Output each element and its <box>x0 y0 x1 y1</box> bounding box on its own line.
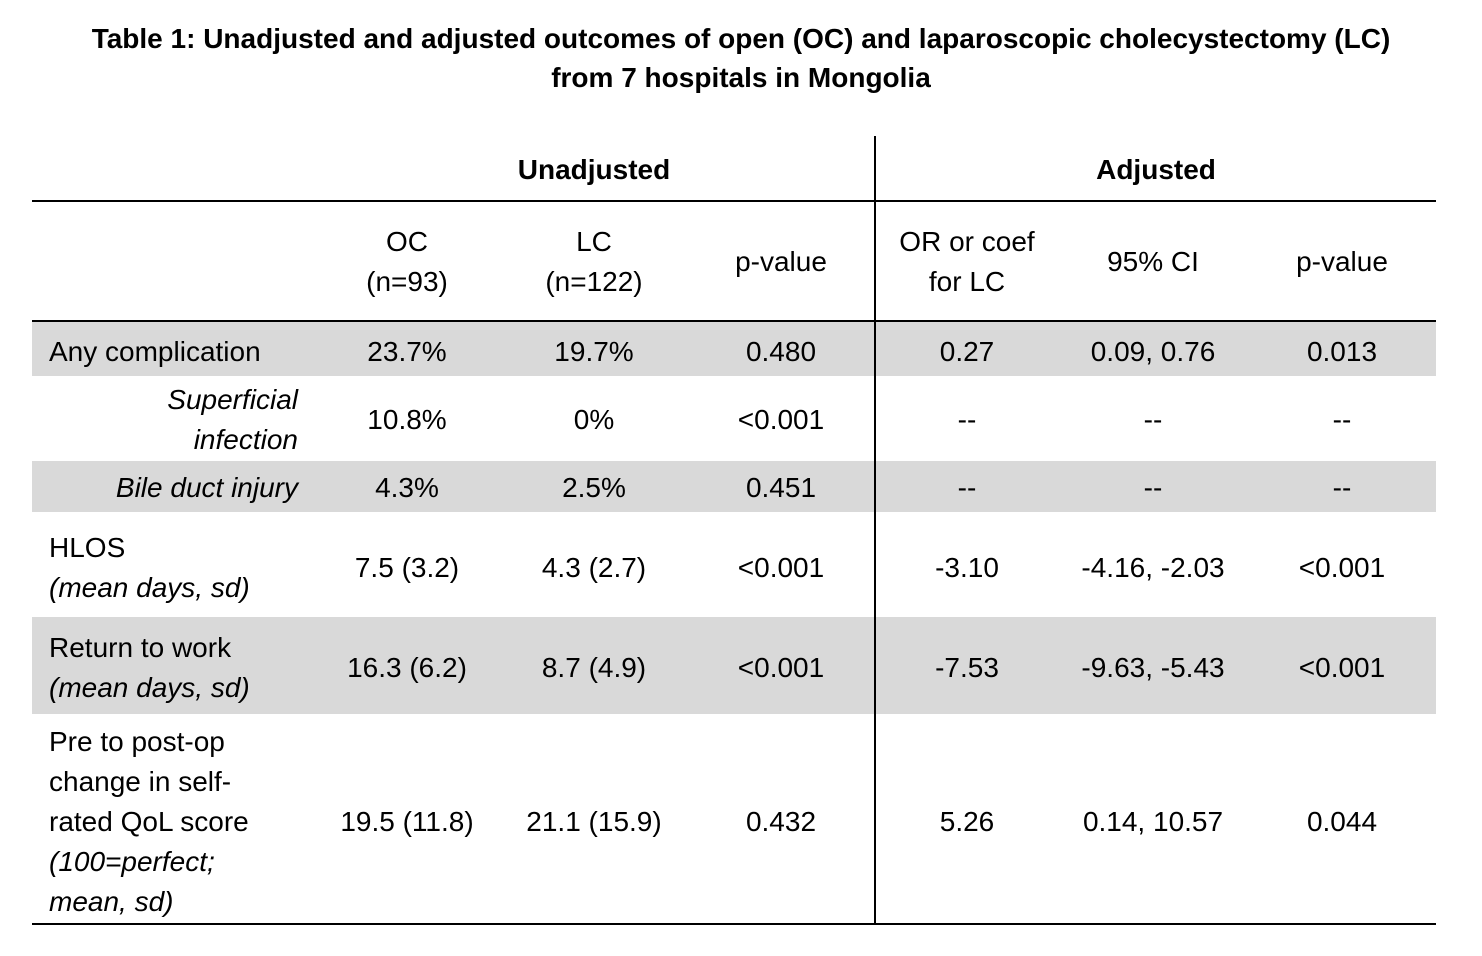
column-header-or-coef: OR or coef for LC <box>876 222 1058 302</box>
column-header-oc-n: (n=93) <box>366 266 448 297</box>
row-label-text: HLOS <box>49 532 126 563</box>
cell-oc: 10.8% <box>367 404 447 435</box>
column-header-oc: OC (n=93) <box>314 222 500 302</box>
cell-lc: 21.1 (15.9) <box>526 806 662 837</box>
row-label-text: rated QoL score <box>49 806 249 837</box>
group-header-adjusted: Adjusted <box>1096 154 1216 185</box>
cell-oc: 16.3 (6.2) <box>347 652 467 683</box>
row-label-text: Bile duct injury <box>115 472 298 503</box>
cell-p-value-unadjusted: 0.432 <box>745 806 817 837</box>
row-label-text: Return to work <box>49 632 232 663</box>
group-header-unadjusted: Unadjusted <box>517 154 671 185</box>
row-label-text: Any complication <box>49 336 261 367</box>
row-shade-bile-duct-injury <box>32 461 1436 514</box>
cell-p-value-adjusted: 0.044 <box>1306 806 1378 837</box>
unadjusted-adjusted-divider <box>874 136 876 924</box>
cell-p-value-adjusted: -- <box>1332 404 1352 435</box>
column-header-95-ci: 95% CI <box>1107 246 1199 277</box>
column-header-lc: LC (n=122) <box>500 222 688 302</box>
cell-oc: 19.5 (11.8) <box>340 806 474 837</box>
cell-lc: 0% <box>573 404 615 435</box>
column-header-p-value-unadjusted: p-value <box>735 246 827 277</box>
cell-oc: 7.5 (3.2) <box>354 552 460 583</box>
row-label-subtext: mean, sd) <box>49 886 174 917</box>
row-label-return-to-work: Return to work (mean days, sd) <box>49 628 309 708</box>
cell-or-coef: -- <box>957 404 977 435</box>
cell-95-ci: -4.16, -2.03 <box>1081 552 1225 583</box>
table-title-line-1: Table 1: Unadjusted and adjusted outcome… <box>91 23 1391 54</box>
cell-p-value-adjusted: 0.013 <box>1306 336 1378 367</box>
column-header-or-coef-line1: OR or coef <box>899 226 1035 257</box>
row-label-hlos: HLOS (mean days, sd) <box>49 528 309 608</box>
cell-lc: 8.7 (4.9) <box>541 652 647 683</box>
cell-p-value-adjusted: <0.001 <box>1298 552 1386 583</box>
row-label-subtext: (mean days, sd) <box>49 572 250 603</box>
cell-p-value-adjusted: -- <box>1332 472 1352 503</box>
cell-95-ci: 0.09, 0.76 <box>1090 336 1216 367</box>
row-separator <box>32 614 1436 617</box>
column-header-lc-name: LC <box>576 226 612 257</box>
cell-oc: 4.3% <box>375 472 439 503</box>
cell-95-ci: -9.63, -5.43 <box>1081 652 1225 683</box>
row-label-text: infection <box>193 424 298 455</box>
table-top-rule <box>32 200 1436 202</box>
cell-p-value-unadjusted: 0.480 <box>745 336 817 367</box>
row-shade-return-to-work <box>32 617 1436 715</box>
cell-95-ci: -- <box>1143 472 1163 503</box>
table-title-line-2: from 7 hospitals in Mongolia <box>551 62 931 93</box>
cell-p-value-unadjusted: <0.001 <box>737 652 825 683</box>
cell-or-coef: -- <box>957 472 977 503</box>
cell-p-value-unadjusted: <0.001 <box>737 404 825 435</box>
row-shade-any-complication <box>32 321 1436 376</box>
column-header-p-value-adjusted: p-value <box>1296 246 1388 277</box>
row-label-bile-duct-injury: Bile duct injury <box>32 468 298 508</box>
row-label-any-complication: Any complication <box>49 332 309 372</box>
row-label-subtext: (100=perfect; <box>49 846 215 877</box>
row-label-text: Pre to post-op <box>49 726 225 757</box>
column-header-oc-name: OC <box>386 226 428 257</box>
row-label-text: change in self- <box>49 766 232 797</box>
column-header-or-coef-line2: for LC <box>928 266 1006 297</box>
row-separator <box>32 512 1436 515</box>
cell-or-coef: -3.10 <box>935 552 999 583</box>
row-label-qol-change: Pre to post-op change in self- rated QoL… <box>49 722 309 922</box>
cell-lc: 4.3 (2.7) <box>541 552 647 583</box>
row-label-subtext: (mean days, sd) <box>49 672 250 703</box>
table-bottom-rule <box>32 923 1436 925</box>
cell-or-coef: 5.26 <box>939 806 995 837</box>
cell-p-value-unadjusted: <0.001 <box>737 552 825 583</box>
cell-lc: 2.5% <box>562 472 626 503</box>
cell-p-value-adjusted: <0.001 <box>1298 652 1386 683</box>
cell-or-coef: 0.27 <box>939 336 995 367</box>
cell-oc: 23.7% <box>367 336 447 367</box>
row-label-superficial-infection: Superficial infection <box>32 380 298 460</box>
table-header-rule <box>32 320 1436 322</box>
row-separator <box>32 714 1436 717</box>
row-label-text: Superficial <box>167 384 298 415</box>
cell-95-ci: 0.14, 10.57 <box>1082 806 1224 837</box>
cell-lc: 19.7% <box>554 336 634 367</box>
cell-95-ci: -- <box>1143 404 1163 435</box>
column-header-lc-n: (n=122) <box>545 266 643 297</box>
cell-or-coef: -7.53 <box>935 652 999 683</box>
cell-p-value-unadjusted: 0.451 <box>745 472 817 503</box>
